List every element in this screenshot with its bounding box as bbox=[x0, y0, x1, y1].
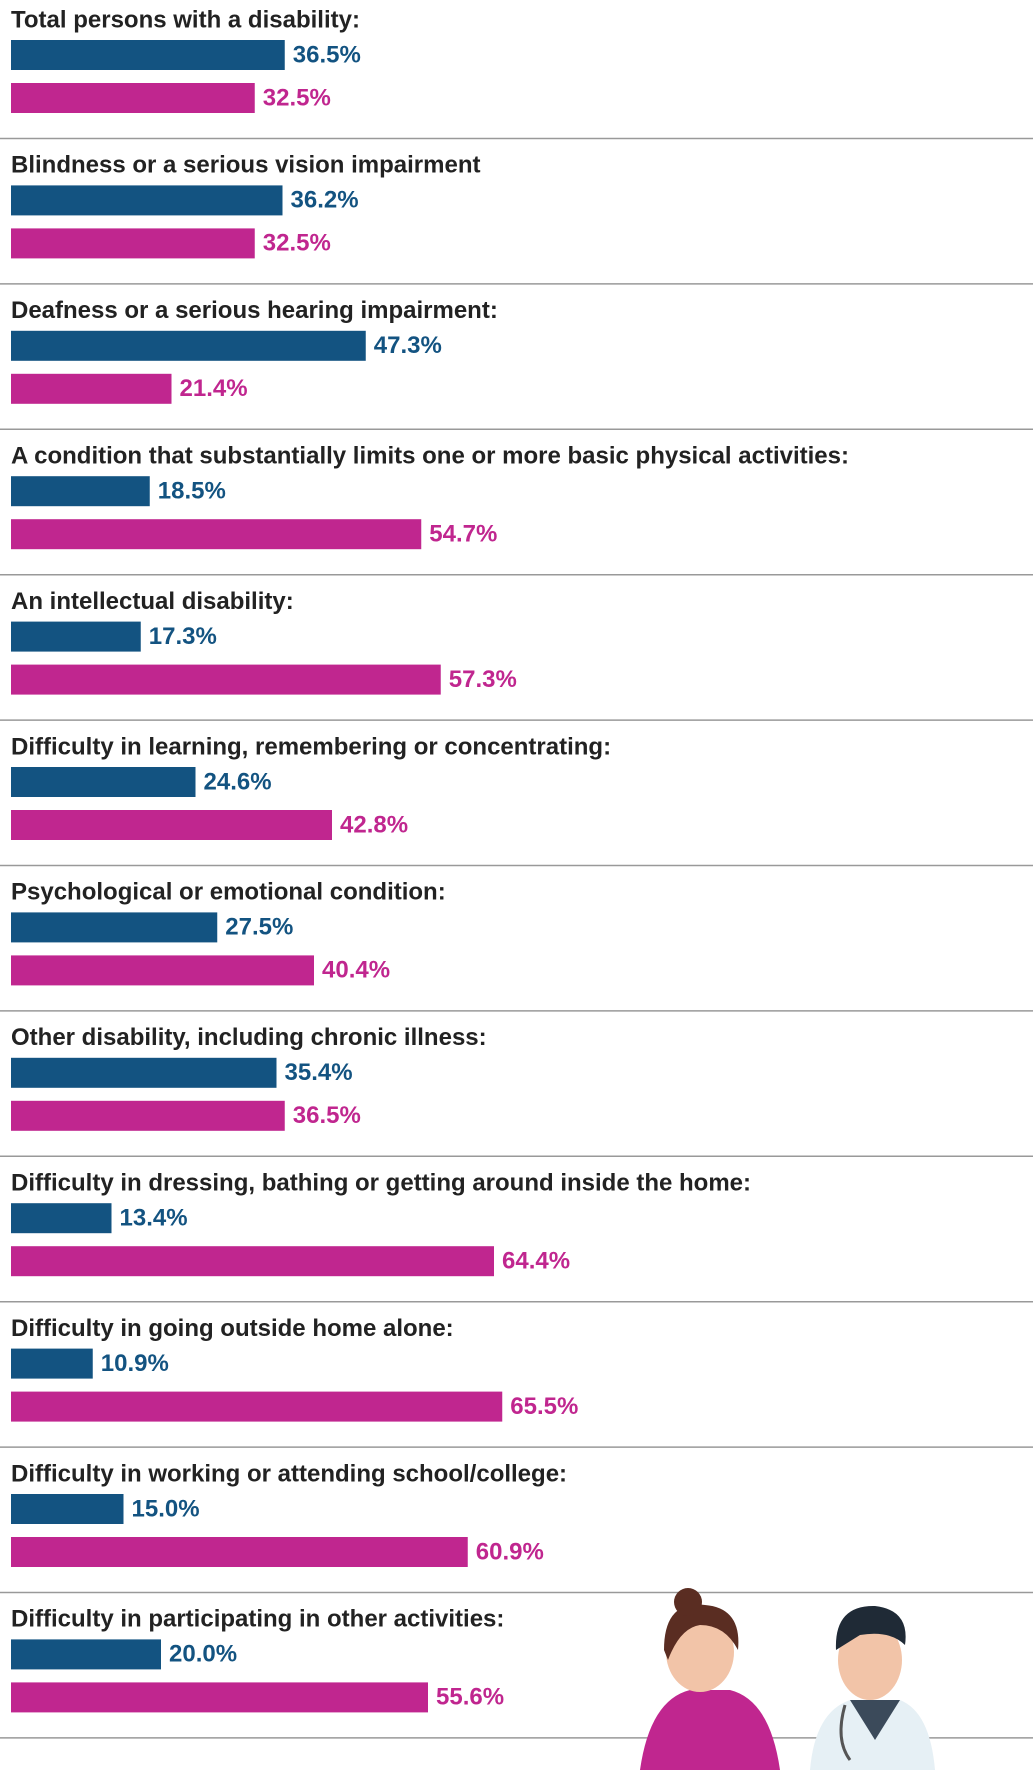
value-label: 17.3% bbox=[149, 623, 217, 650]
bar bbox=[11, 40, 285, 70]
value-label: 47.3% bbox=[374, 332, 442, 359]
category-label: Psychological or emotional condition: bbox=[11, 879, 446, 906]
value-label: 54.7% bbox=[429, 521, 497, 548]
illustration bbox=[640, 1588, 935, 1770]
value-label: 24.6% bbox=[204, 768, 272, 795]
bar bbox=[11, 83, 255, 113]
bar bbox=[11, 519, 422, 550]
bar bbox=[11, 1639, 161, 1670]
bar bbox=[11, 912, 218, 943]
category-label: Total persons with a disability: bbox=[11, 6, 360, 33]
value-label: 36.5% bbox=[293, 41, 361, 68]
bar bbox=[11, 664, 441, 695]
value-label: 18.5% bbox=[158, 478, 226, 505]
value-label: 55.6% bbox=[436, 1684, 504, 1711]
category-label: Difficulty in working or attending schoo… bbox=[11, 1460, 567, 1487]
bar bbox=[11, 1537, 468, 1567]
value-label: 21.4% bbox=[180, 375, 248, 402]
category-label: Other disability, including chronic illn… bbox=[11, 1024, 487, 1051]
bar bbox=[11, 1348, 93, 1379]
bar bbox=[11, 810, 332, 840]
bar bbox=[11, 373, 172, 404]
bar bbox=[11, 955, 314, 986]
value-label: 57.3% bbox=[449, 666, 517, 693]
bar bbox=[11, 1100, 285, 1131]
bar bbox=[11, 185, 283, 216]
value-label: 27.5% bbox=[225, 914, 293, 941]
value-label: 40.4% bbox=[322, 957, 390, 984]
value-label: 10.9% bbox=[101, 1350, 169, 1377]
category-label: An intellectual disability: bbox=[11, 588, 294, 615]
value-label: 36.5% bbox=[293, 1102, 361, 1129]
bar bbox=[11, 330, 366, 361]
value-label: 32.5% bbox=[263, 84, 331, 111]
bar bbox=[11, 1246, 494, 1277]
value-label: 65.5% bbox=[510, 1393, 578, 1420]
category-label: Difficulty in dressing, bathing or getti… bbox=[11, 1170, 751, 1197]
value-label: 15.0% bbox=[132, 1495, 200, 1522]
value-label: 13.4% bbox=[120, 1205, 188, 1232]
bar bbox=[11, 476, 150, 507]
value-label: 60.9% bbox=[476, 1538, 544, 1565]
category-label: Deafness or a serious hearing impairment… bbox=[11, 297, 498, 324]
bar bbox=[11, 1494, 124, 1524]
value-label: 32.5% bbox=[263, 230, 331, 257]
bar bbox=[11, 1057, 277, 1088]
category-label: Difficulty in learning, remembering or c… bbox=[11, 733, 611, 760]
bar bbox=[11, 767, 196, 797]
value-label: 35.4% bbox=[285, 1059, 353, 1086]
category-label: Difficulty in going outside home alone: bbox=[11, 1315, 454, 1342]
category-label: A condition that substantially limits on… bbox=[11, 443, 849, 470]
bar bbox=[11, 1391, 503, 1422]
category-label: Blindness or a serious vision impairment bbox=[11, 152, 480, 179]
bar bbox=[11, 1682, 428, 1713]
value-label: 36.2% bbox=[291, 187, 359, 214]
value-label: 64.4% bbox=[502, 1248, 570, 1275]
value-label: 20.0% bbox=[169, 1641, 237, 1668]
bar bbox=[11, 228, 255, 259]
bar bbox=[11, 1203, 112, 1234]
category-label: Difficulty in participating in other act… bbox=[11, 1606, 504, 1633]
bar bbox=[11, 621, 141, 652]
value-label: 42.8% bbox=[340, 811, 408, 838]
